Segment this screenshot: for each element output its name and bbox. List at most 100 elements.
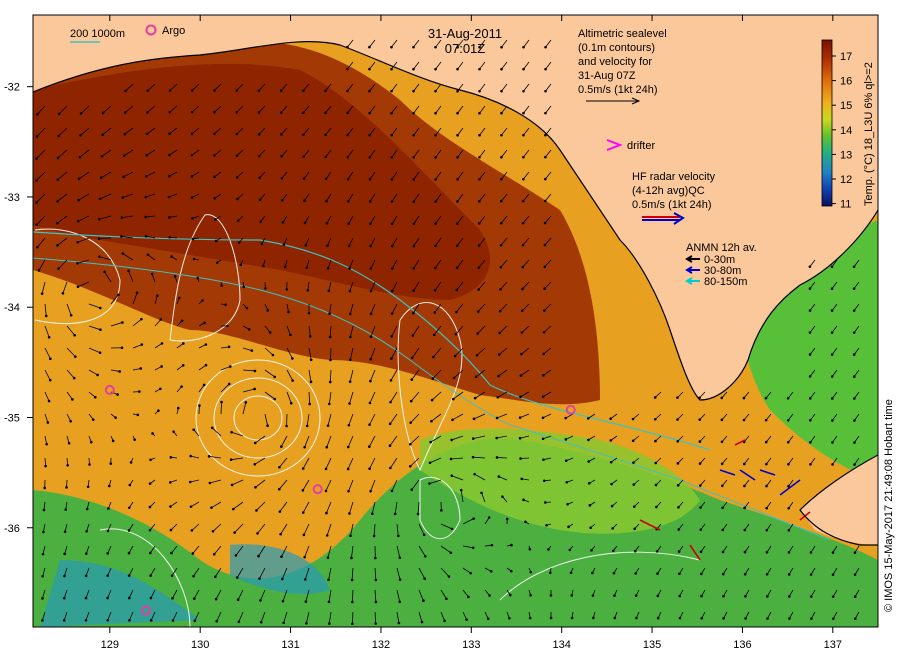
velocity-arrow-head (721, 550, 725, 554)
velocity-arrow-head (410, 378, 414, 381)
velocity-arrow (391, 193, 398, 202)
velocity-arrow-head (204, 363, 208, 367)
velocity-arrow-head (190, 110, 194, 114)
velocity-arrow (498, 369, 508, 377)
velocity-arrow-head (42, 508, 46, 512)
velocity-arrow (390, 391, 398, 403)
velocity-arrow (264, 347, 274, 356)
velocity-arrow-head (522, 89, 525, 93)
velocity-arrow-head (347, 423, 351, 427)
velocity-arrow-head (371, 512, 374, 515)
velocity-arrow-head (65, 486, 68, 489)
velocity-arrow (303, 171, 310, 179)
x-tick-label: 131 (281, 639, 299, 651)
anmn-item-label: 30-80m (704, 265, 741, 277)
x-tick-label: 137 (824, 639, 842, 651)
velocity-arrow-head (808, 419, 812, 422)
velocity-arrow-head (178, 296, 181, 300)
velocity-arrow (281, 149, 288, 157)
velocity-arrow (308, 347, 312, 360)
velocity-arrow (809, 303, 816, 311)
velocity-arrow (58, 127, 68, 137)
velocity-arrow-head (302, 533, 306, 537)
velocity-arrow (349, 303, 354, 315)
velocity-arrow-head (259, 620, 263, 624)
velocity-arrow-head (226, 324, 229, 328)
velocity-arrow-head (368, 45, 371, 49)
velocity-arrow-head (455, 288, 459, 292)
velocity-arrow (66, 391, 73, 400)
colorbar-tick-label: 14 (840, 125, 852, 137)
velocity-arrow-head (473, 396, 477, 400)
velocity-arrow-head (678, 594, 681, 598)
velocity-arrow-head (67, 441, 71, 445)
velocity-arrow (854, 457, 860, 465)
velocity-arrow (410, 413, 420, 423)
velocity-arrow-head (326, 556, 330, 559)
velocity-arrow (370, 347, 376, 360)
velocity-arrow (191, 105, 200, 113)
velocity-arrow (391, 171, 398, 180)
velocity-arrow-head (305, 621, 308, 625)
velocity-arrow-head (236, 598, 240, 602)
velocity-arrow-head (349, 534, 352, 538)
velocity-arrow-head (809, 441, 812, 444)
velocity-arrow-head (544, 155, 547, 159)
velocity-arrow (391, 39, 398, 48)
velocity-arrow-head (324, 177, 328, 181)
velocity-arrow (523, 127, 530, 136)
velocity-arrow-head (544, 89, 547, 93)
velocity-arrow (107, 611, 112, 621)
velocity-arrow (328, 611, 332, 624)
velocity-arrow (88, 303, 101, 309)
velocity-arrow-head (472, 517, 475, 520)
velocity-arrow (150, 611, 156, 621)
velocity-arrow (832, 435, 838, 443)
velocity-arrow (44, 457, 46, 467)
velocity-arrow (125, 83, 134, 92)
velocity-arrow (542, 391, 552, 397)
argo-float-marker (140, 605, 151, 616)
velocity-arrow (326, 435, 332, 448)
velocity-arrow-head (348, 312, 352, 316)
velocity-arrow-head (544, 67, 547, 71)
velocity-arrow (303, 105, 310, 113)
velocity-arrow (349, 391, 354, 404)
hf-radar-legend: HF radar velocity (4-12h avg)QC 0.5m/s (… (632, 171, 716, 225)
velocity-arrow (501, 39, 508, 48)
velocity-arrow (371, 501, 376, 514)
velocity-arrow (42, 545, 46, 555)
velocity-arrow-head (257, 154, 261, 158)
velocity-arrow-head (346, 445, 350, 449)
velocity-arrow-head (235, 576, 239, 579)
velocity-arrow (191, 83, 200, 91)
velocity-arrow (351, 545, 354, 558)
velocity-arrow-head (456, 155, 459, 159)
velocity-arrow-head (521, 287, 524, 291)
velocity-arrow-head (524, 520, 527, 524)
velocity-arrow (327, 413, 332, 426)
velocity-arrow-head (743, 572, 747, 576)
velocity-arrow-head (258, 198, 262, 201)
velocity-arrow-head (543, 479, 546, 483)
velocity-arrow-head (283, 265, 287, 269)
velocity-arrow (369, 413, 376, 425)
velocity-arrow (391, 281, 398, 292)
velocity-arrow-head (127, 506, 131, 510)
velocity-arrow-head (325, 534, 329, 537)
velocity-arrow (411, 347, 420, 359)
velocity-arrow-head (853, 441, 856, 444)
velocity-arrow (128, 545, 134, 554)
velocity-arrow-head (139, 367, 143, 370)
velocity-arrow-head (412, 133, 415, 137)
velocity-arrow-head (136, 413, 140, 417)
velocity-arrow (440, 589, 447, 599)
velocity-arrow (831, 303, 838, 311)
velocity-arrow-head (542, 374, 545, 377)
velocity-arrow-head (520, 309, 524, 313)
velocity-arrow (479, 39, 486, 48)
velocity-arrow (280, 83, 288, 91)
velocity-arrow (370, 479, 376, 492)
velocity-arrow (102, 105, 112, 114)
velocity-arrow (418, 589, 424, 601)
